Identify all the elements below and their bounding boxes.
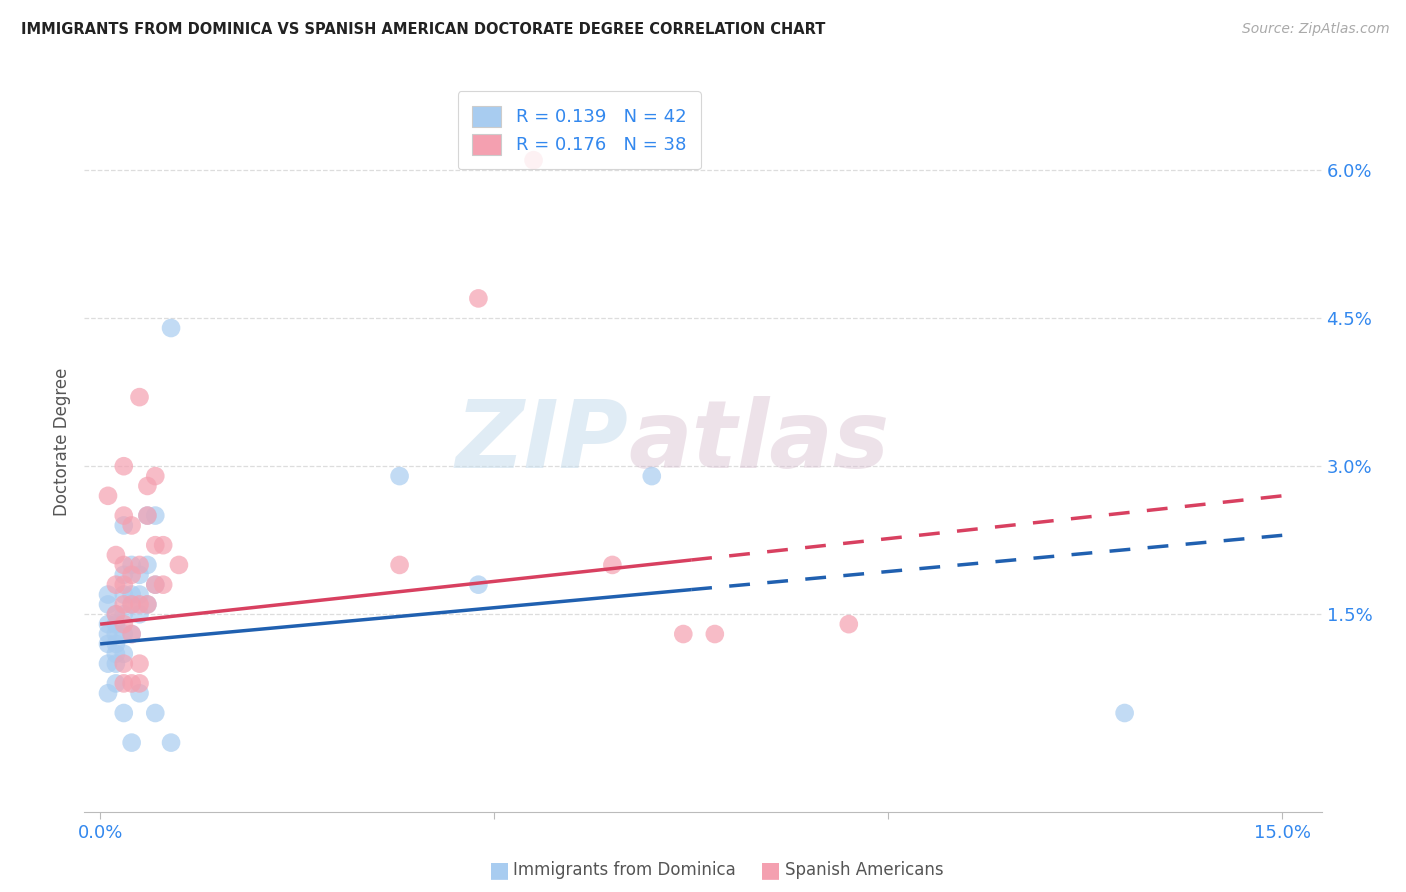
- Point: [128, 598, 150, 612]
- Point: [167, 558, 190, 572]
- Point: [128, 607, 150, 622]
- Point: [97, 627, 120, 641]
- Point: [1114, 706, 1136, 720]
- Point: [112, 588, 135, 602]
- Point: [143, 577, 166, 591]
- Point: [136, 598, 159, 612]
- Point: [136, 558, 159, 572]
- Point: [112, 706, 135, 720]
- Text: IMMIGRANTS FROM DOMINICA VS SPANISH AMERICAN DOCTORATE DEGREE CORRELATION CHART: IMMIGRANTS FROM DOMINICA VS SPANISH AMER…: [21, 22, 825, 37]
- Text: atlas: atlas: [628, 395, 890, 488]
- Point: [143, 538, 166, 552]
- Point: [97, 686, 120, 700]
- Point: [641, 469, 664, 483]
- Point: [703, 627, 725, 641]
- Legend: R = 0.139   N = 42, R = 0.176   N = 38: R = 0.139 N = 42, R = 0.176 N = 38: [458, 92, 700, 169]
- Point: [112, 657, 135, 671]
- Point: [522, 153, 544, 168]
- Point: [104, 617, 127, 632]
- Point: [121, 598, 143, 612]
- Point: [104, 676, 127, 690]
- Point: [97, 617, 120, 632]
- Text: ■: ■: [761, 860, 780, 880]
- Point: [160, 321, 183, 335]
- Text: Spanish Americans: Spanish Americans: [785, 861, 943, 879]
- Point: [104, 607, 127, 622]
- Point: [121, 627, 143, 641]
- Point: [121, 627, 143, 641]
- Point: [672, 627, 695, 641]
- Point: [128, 390, 150, 404]
- Point: [112, 598, 135, 612]
- Point: [112, 577, 135, 591]
- Point: [104, 647, 127, 661]
- Point: [104, 607, 127, 622]
- Point: [104, 627, 127, 641]
- Point: [160, 736, 183, 750]
- Point: [97, 588, 120, 602]
- Point: [112, 607, 135, 622]
- Point: [104, 577, 127, 591]
- Point: [121, 736, 143, 750]
- Point: [143, 706, 166, 720]
- Point: [128, 567, 150, 582]
- Point: [467, 292, 489, 306]
- Point: [104, 548, 127, 562]
- Point: [143, 469, 166, 483]
- Point: [128, 588, 150, 602]
- Point: [97, 657, 120, 671]
- Point: [104, 657, 127, 671]
- Point: [136, 598, 159, 612]
- Point: [143, 508, 166, 523]
- Point: [136, 508, 159, 523]
- Point: [112, 508, 135, 523]
- Point: [136, 508, 159, 523]
- Point: [388, 469, 411, 483]
- Point: [112, 676, 135, 690]
- Point: [112, 459, 135, 474]
- Point: [152, 538, 174, 552]
- Point: [112, 617, 135, 632]
- Point: [121, 558, 143, 572]
- Point: [104, 637, 127, 651]
- Point: [838, 617, 860, 632]
- Point: [467, 577, 489, 591]
- Point: [112, 647, 135, 661]
- Point: [97, 598, 120, 612]
- Point: [128, 676, 150, 690]
- Point: [121, 518, 143, 533]
- Point: [128, 558, 150, 572]
- Point: [121, 567, 143, 582]
- Point: [152, 577, 174, 591]
- Point: [112, 567, 135, 582]
- Point: [602, 558, 624, 572]
- Point: [121, 598, 143, 612]
- Point: [112, 627, 135, 641]
- Point: [143, 577, 166, 591]
- Text: ■: ■: [489, 860, 509, 880]
- Text: Source: ZipAtlas.com: Source: ZipAtlas.com: [1241, 22, 1389, 37]
- Point: [136, 479, 159, 493]
- Point: [128, 686, 150, 700]
- Point: [128, 657, 150, 671]
- Point: [121, 588, 143, 602]
- Y-axis label: Doctorate Degree: Doctorate Degree: [53, 368, 72, 516]
- Point: [97, 489, 120, 503]
- Point: [97, 637, 120, 651]
- Text: ZIP: ZIP: [456, 395, 628, 488]
- Point: [112, 558, 135, 572]
- Point: [388, 558, 411, 572]
- Text: Immigrants from Dominica: Immigrants from Dominica: [513, 861, 735, 879]
- Point: [112, 518, 135, 533]
- Point: [121, 676, 143, 690]
